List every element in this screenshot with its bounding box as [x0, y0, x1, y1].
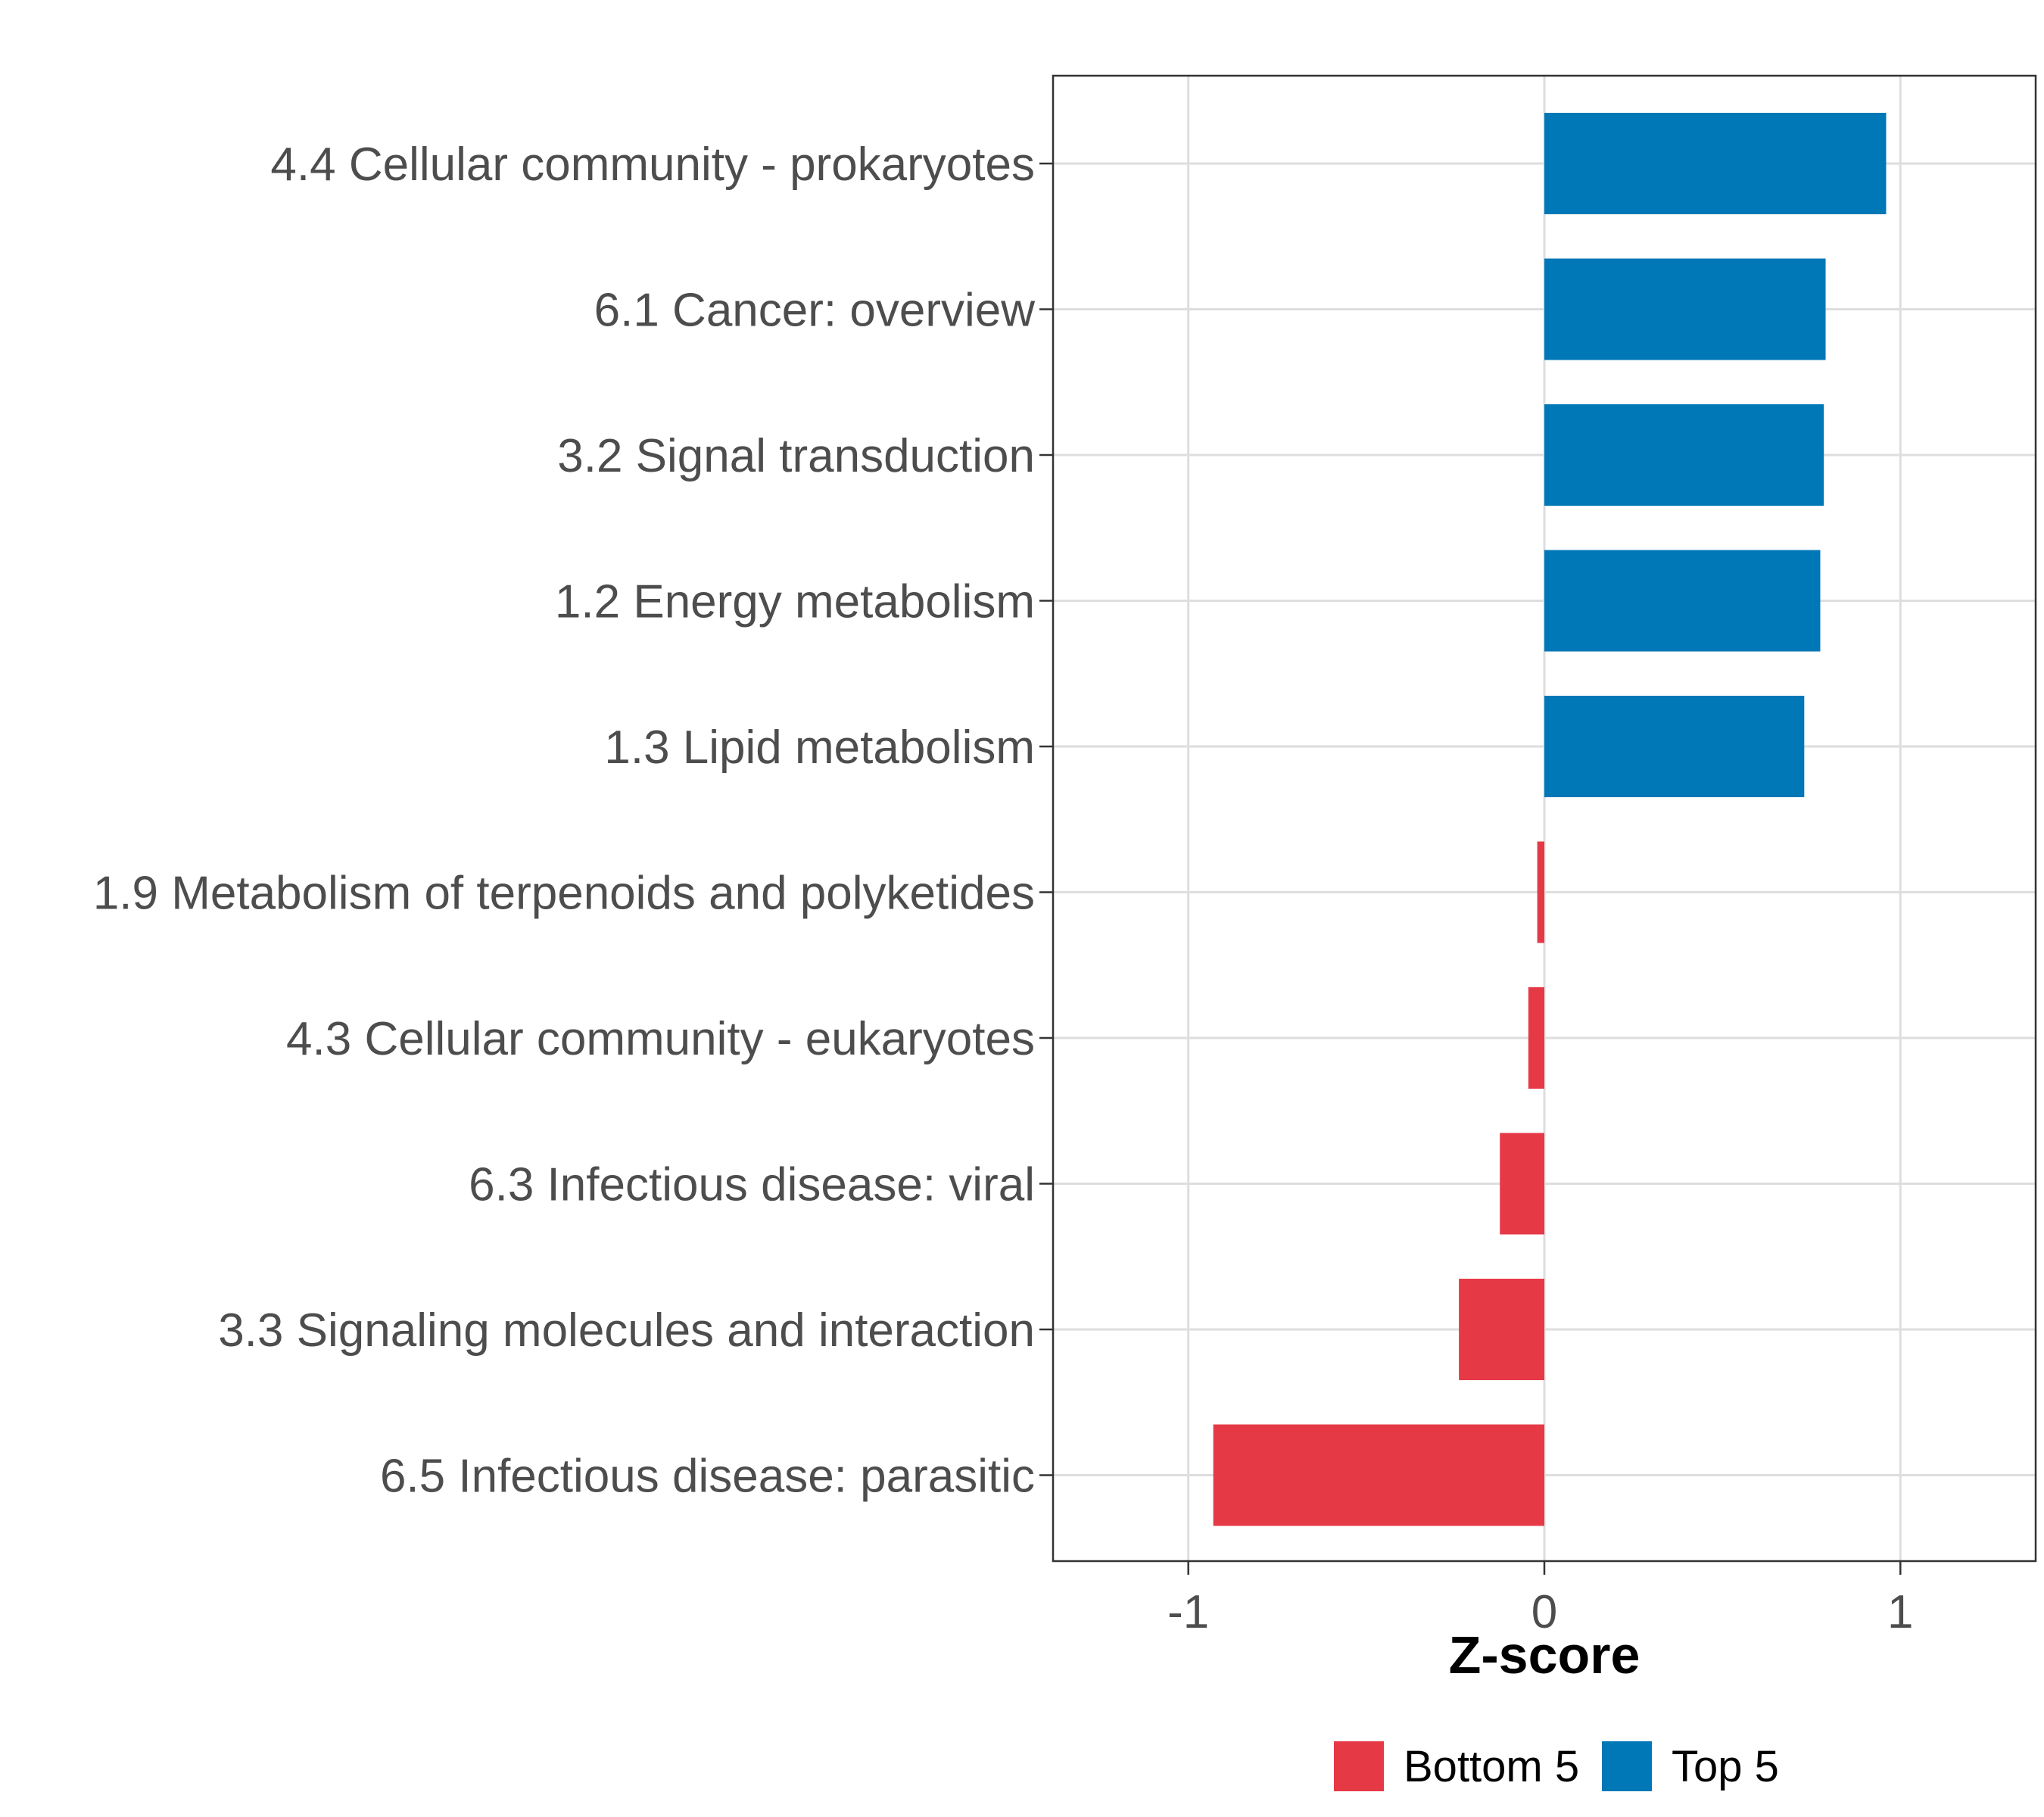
bar [1528, 987, 1544, 1089]
legend-key [1602, 1741, 1652, 1791]
y-tick-label: 6.3 Infectious disease: viral [469, 1159, 1035, 1211]
x-tick-label: 1 [1887, 1586, 1913, 1638]
bar [1544, 550, 1821, 652]
y-tick-label: 6.1 Cancer: overview [594, 285, 1036, 337]
x-tick-label: 0 [1531, 1586, 1557, 1638]
legend-label: Bottom 5 [1404, 1742, 1579, 1791]
bar [1213, 1424, 1544, 1526]
y-tick-label: 1.9 Metabolism of terpenoids and polyket… [93, 868, 1035, 920]
bar [1544, 113, 1887, 214]
legend-key [1334, 1741, 1384, 1791]
bar [1544, 696, 1805, 797]
bars [1213, 113, 1887, 1526]
y-tick-label: 6.5 Infectious disease: parasitic [380, 1451, 1035, 1503]
y-tick-label: 1.2 Energy metabolism [555, 576, 1035, 628]
bar [1500, 1133, 1544, 1235]
y-axis: 4.4 Cellular community - prokaryotes 6.1 … [93, 139, 1053, 1503]
y-tick-label: 3.3 Signaling molecules and interaction [218, 1304, 1035, 1357]
x-tick-label: -1 [1167, 1586, 1209, 1638]
y-tick-label: 3.2 Signal transduction [557, 430, 1035, 482]
legend-label: Top 5 [1672, 1742, 1779, 1791]
y-tick-label: 1.3 Lipid metabolism [604, 722, 1035, 774]
x-axis: -1 0 1 [1167, 1561, 1914, 1638]
bar [1459, 1279, 1544, 1380]
bar [1537, 841, 1544, 943]
y-tick-label: 4.4 Cellular community - prokaryotes [270, 139, 1035, 191]
bar [1544, 404, 1824, 506]
bar [1544, 258, 1826, 360]
legend: Bottom 5 Top 5 [1334, 1741, 1779, 1791]
y-tick-label: 4.3 Cellular community - eukaryotes [286, 1013, 1035, 1065]
x-axis-title: Z-score [1449, 1625, 1640, 1685]
